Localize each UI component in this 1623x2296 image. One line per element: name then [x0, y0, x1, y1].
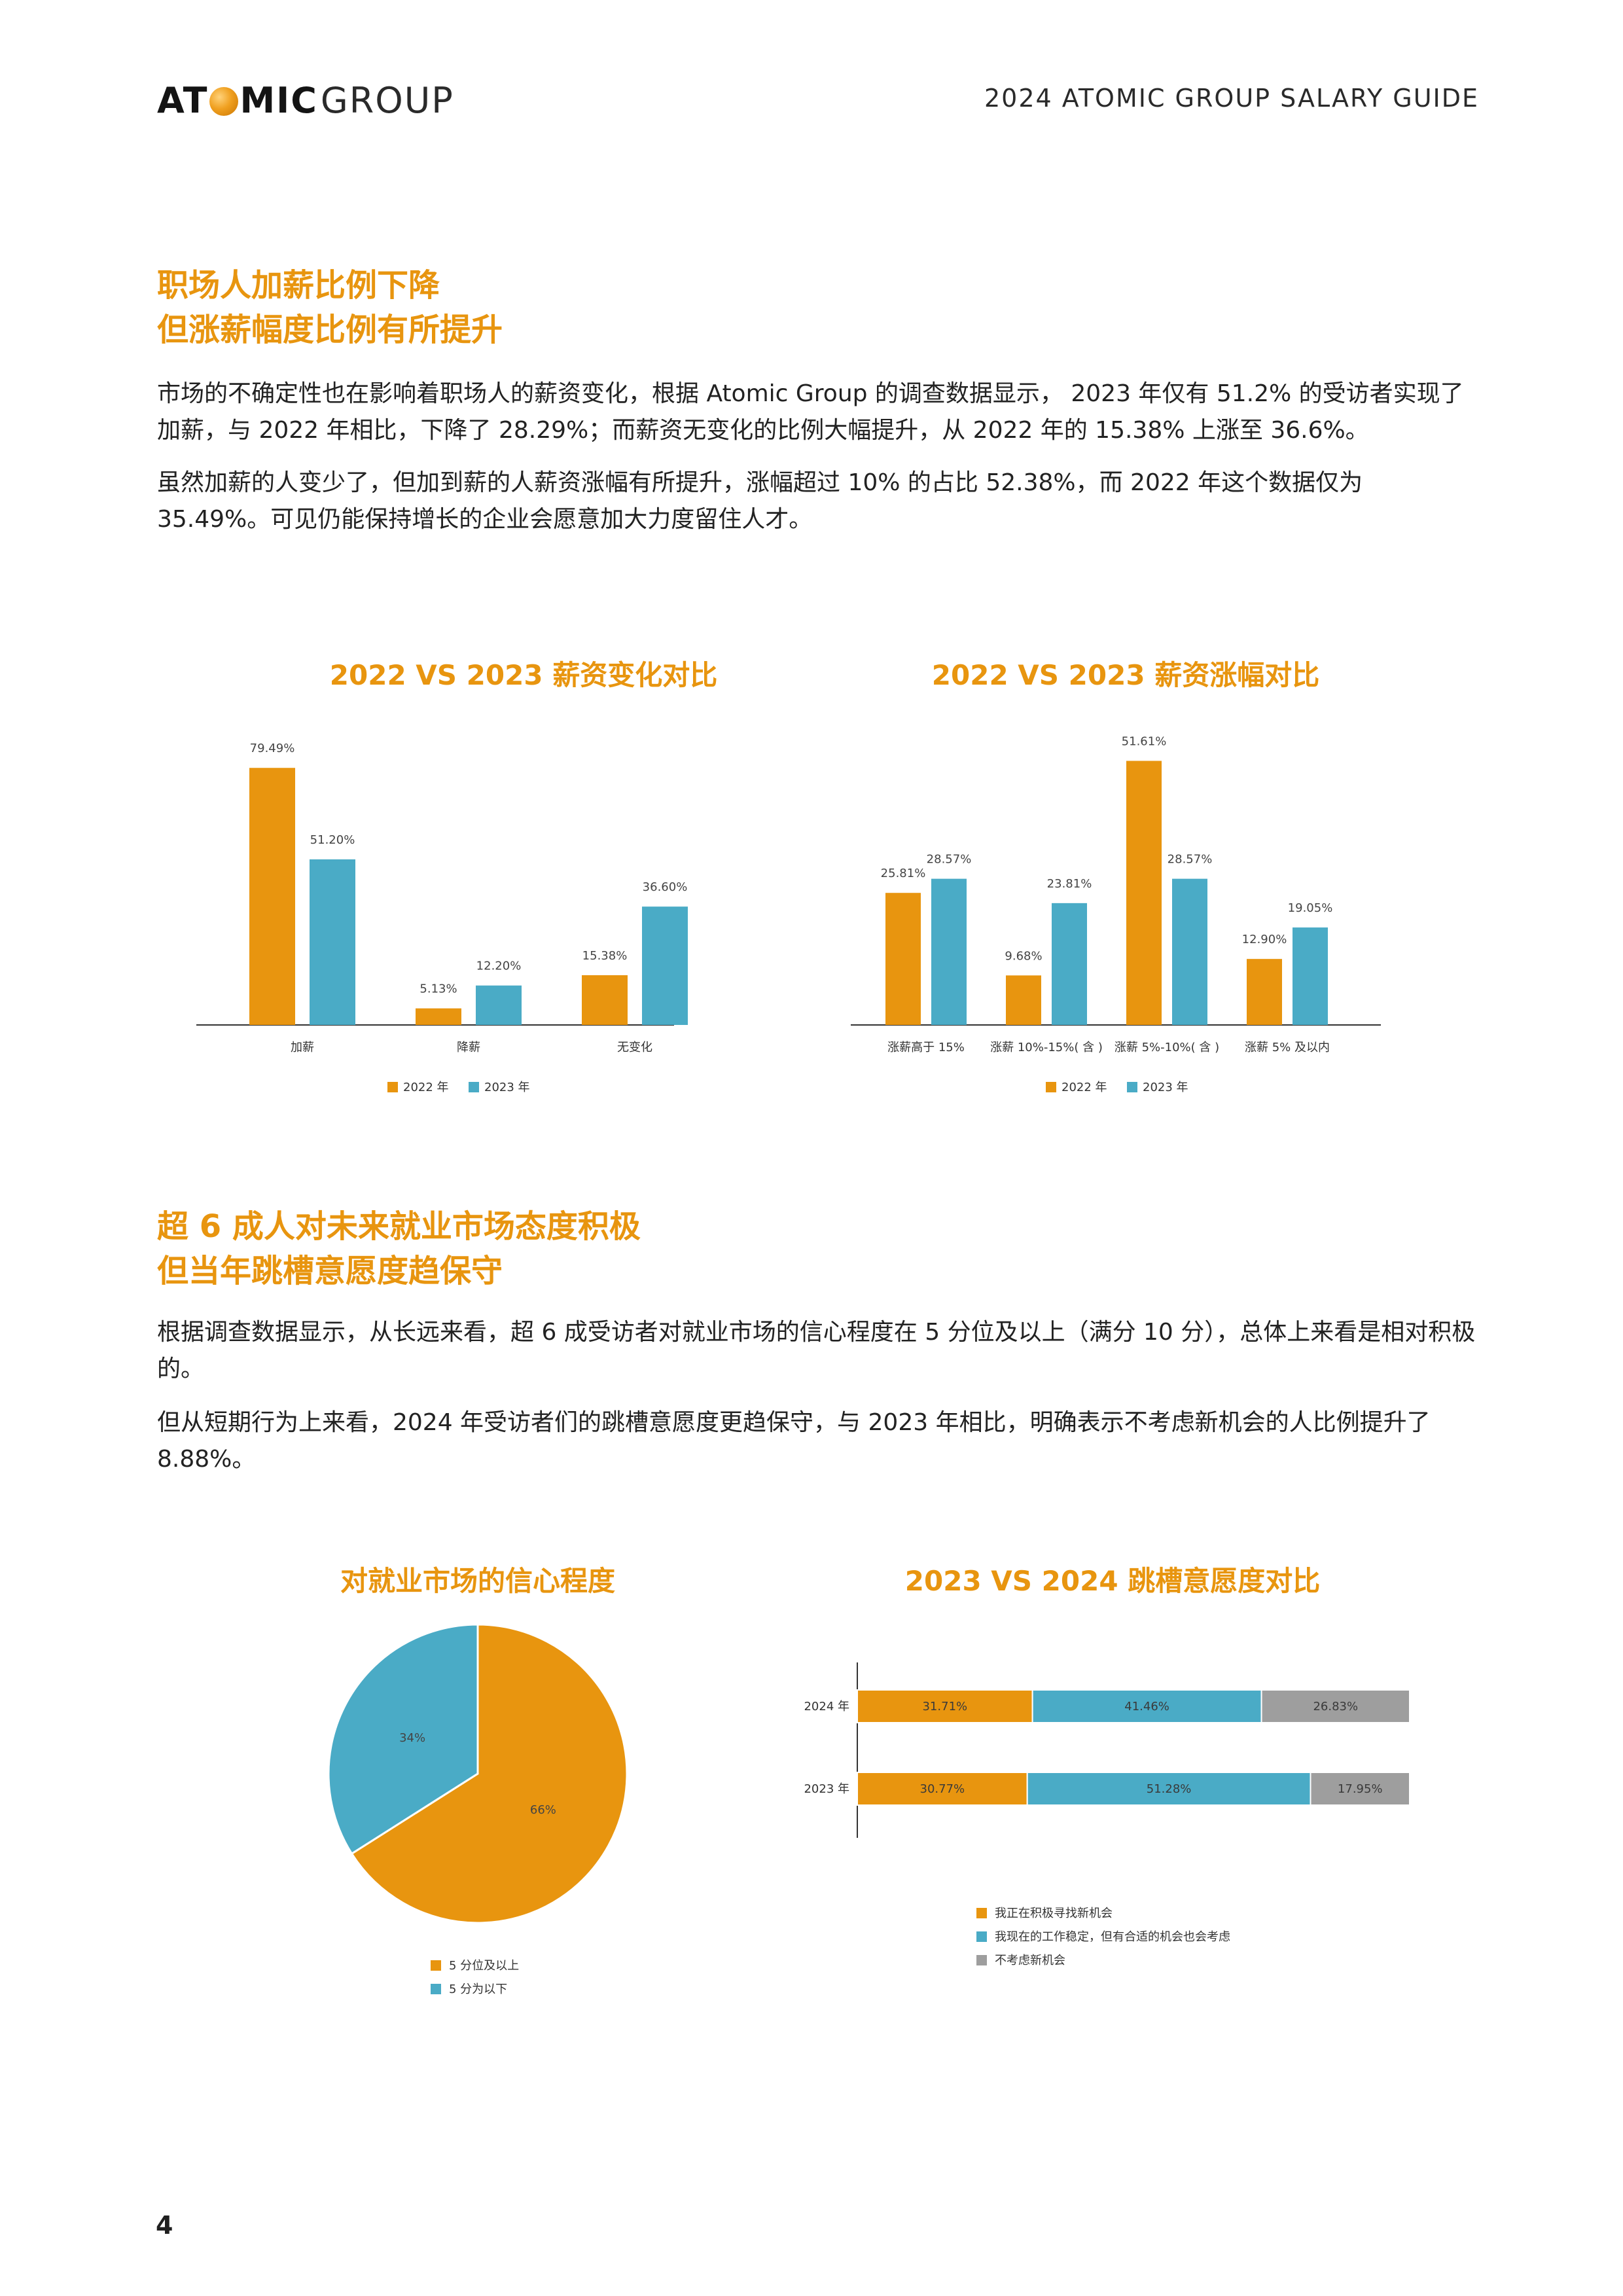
logo-text-group: GROUP: [320, 79, 454, 121]
bar-2022-2: [582, 975, 628, 1025]
data-label: 5.13%: [419, 982, 457, 996]
legend-swatch: [976, 1908, 987, 1918]
legend-swatch: [469, 1082, 479, 1092]
bar-2023-3: [1293, 927, 1328, 1025]
bar-2023-1: [1052, 903, 1087, 1025]
legend-swatch: [431, 1984, 441, 1994]
category-label: 涨薪 5% 及以内: [1245, 1041, 1330, 1054]
data-label: 9.68%: [1005, 949, 1042, 963]
section2-title-line2: 但当年跳槽意愿度趋保守: [157, 1253, 503, 1289]
bar-2023-0: [931, 878, 967, 1025]
data-label: 31.71%: [922, 1700, 967, 1713]
legend-label: 2023 年: [484, 1081, 530, 1094]
section2-title-line1: 超 6 成人对未来就业市场态度积极: [157, 1208, 641, 1245]
category-label: 降薪: [457, 1041, 480, 1054]
data-label: 79.49%: [250, 742, 295, 755]
segment-2-0: [1260, 1689, 1411, 1723]
logo-text-left: AT: [157, 79, 209, 121]
data-label: 19.05%: [1288, 901, 1333, 915]
section2-paragraph-1: 根据调查数据显示，从长远来看，超 6 成受访者对就业市场的信心程度在 5 分位及…: [157, 1319, 1476, 1382]
category-label: 加薪: [291, 1041, 314, 1054]
bar-2022-1: [1006, 975, 1041, 1025]
data-label: 23.81%: [1047, 877, 1092, 891]
slice-label: 66%: [530, 1803, 556, 1817]
category-label: 涨薪高于 15%: [887, 1041, 965, 1054]
segment-1-0: [1031, 1689, 1262, 1723]
section1-paragraph-2: 虽然加薪的人变少了，但加到薪的人薪资涨幅有所提升，涨幅超过 10% 的占比 52…: [157, 469, 1363, 533]
category-label: 无变化: [617, 1041, 652, 1054]
bar-2023-2: [642, 906, 688, 1025]
chart-market-confidence: 66% 34% 5 分位及以上 5 分为以下: [327, 1623, 628, 1996]
legend-label: 2022 年: [1061, 1081, 1107, 1094]
bar-2022-0: [885, 893, 921, 1025]
section1-paragraph-1: 市场的不确定性也在影响着职场人的薪资变化，根据 Atomic Group 的调查…: [157, 380, 1464, 444]
data-label: 25.81%: [881, 867, 926, 880]
logo-text-right: MIC: [240, 79, 318, 121]
legend-swatch: [976, 1955, 987, 1965]
pie-slice-1: [327, 1623, 479, 1856]
atomic-group-logo: AT MIC GROUP: [157, 77, 454, 123]
data-label: 30.77%: [920, 1782, 965, 1796]
legend-label: 5 分位及以上: [449, 1959, 519, 1973]
data-label: 51.20%: [310, 833, 355, 847]
bar-2022-2: [1126, 761, 1162, 1025]
legend-label: 我正在积极寻找新机会: [995, 1907, 1113, 1920]
legend-label: 2022 年: [403, 1081, 449, 1094]
logo-sphere-icon: [209, 87, 239, 116]
chart-job-hopping: 2024 年 31.71% 41.46% 26.83% 2023 年 30.77% 51.2…: [804, 1662, 1411, 1967]
chart-salary-raise: 25.81%28.57%涨薪高于 15%9.68%23.81%涨薪 10%-15…: [851, 735, 1381, 1094]
bar-2022-3: [1247, 959, 1282, 1025]
legend-swatch: [387, 1082, 398, 1092]
bar-2022-1: [416, 1008, 461, 1025]
legend-swatch: [1127, 1082, 1137, 1092]
data-label: 28.57%: [927, 853, 972, 867]
bar-2022-0: [249, 768, 295, 1025]
section2-paragraph-2: 但从短期行为上来看，2024 年受访者们的跳槽意愿度更趋保守，与 2023 年相…: [157, 1409, 1431, 1473]
chart3-title: 对就业市场的信心程度: [340, 1565, 615, 1597]
legend-label: 不考虑新机会: [995, 1954, 1065, 1967]
data-label: 15.38%: [582, 949, 628, 963]
data-label: 26.83%: [1313, 1700, 1358, 1713]
data-label: 51.61%: [1122, 735, 1167, 749]
section1-title: 职场人加薪比例下降 但涨薪幅度比例有所提升: [157, 263, 503, 352]
page-number: 4: [156, 2211, 173, 2240]
slice-label: 34%: [399, 1731, 425, 1745]
pie-slice-0: [350, 1623, 628, 1924]
legend-label: 我现在的工作稳定，但有合适的机会也会考虑: [995, 1930, 1230, 1944]
bar-2023-2: [1172, 878, 1207, 1025]
data-label: 51.28%: [1147, 1782, 1192, 1796]
category-label: 2024 年: [804, 1700, 849, 1713]
data-label: 17.95%: [1338, 1782, 1383, 1796]
chart-salary-change: 79.49% 51.20% 加薪 5.13% 12.20% 降薪 15.38% 36.60% 无…: [196, 742, 688, 1094]
category-label: 涨薪 5%-10%( 含 ): [1115, 1041, 1219, 1054]
section1-title-line2: 但涨薪幅度比例有所提升: [157, 312, 503, 348]
legend-swatch: [1046, 1082, 1056, 1092]
section1-title-line1: 职场人加薪比例下降: [157, 267, 440, 304]
segment-0-0: [857, 1689, 1033, 1723]
guide-title: 2024 ATOMIC GROUP SALARY GUIDE: [984, 84, 1479, 113]
segment-2-1: [1310, 1772, 1411, 1806]
data-label: 36.60%: [643, 880, 688, 894]
section2-title: 超 6 成人对未来就业市场态度积极 但当年跳槽意愿度趋保守: [157, 1204, 641, 1293]
chart4-title: 2023 VS 2024 跳槽意愿度对比: [904, 1565, 1321, 1597]
data-label: 12.90%: [1242, 933, 1287, 946]
chart1-title: 2022 VS 2023 薪资变化对比: [329, 659, 718, 691]
data-label: 41.46%: [1124, 1700, 1169, 1713]
data-label: 12.20%: [476, 960, 522, 973]
bar-2023-1: [476, 985, 522, 1025]
category-label: 2023 年: [804, 1782, 849, 1796]
data-label: 28.57%: [1168, 853, 1213, 867]
legend-label: 5 分为以下: [449, 1982, 507, 1996]
legend-swatch: [976, 1931, 987, 1942]
legend-swatch: [431, 1960, 441, 1971]
legend-label: 2023 年: [1143, 1081, 1188, 1094]
bar-2023-0: [310, 859, 355, 1025]
category-label: 涨薪 10%-15%( 含 ): [990, 1041, 1103, 1054]
chart2-title: 2022 VS 2023 薪资涨幅对比: [931, 659, 1320, 691]
